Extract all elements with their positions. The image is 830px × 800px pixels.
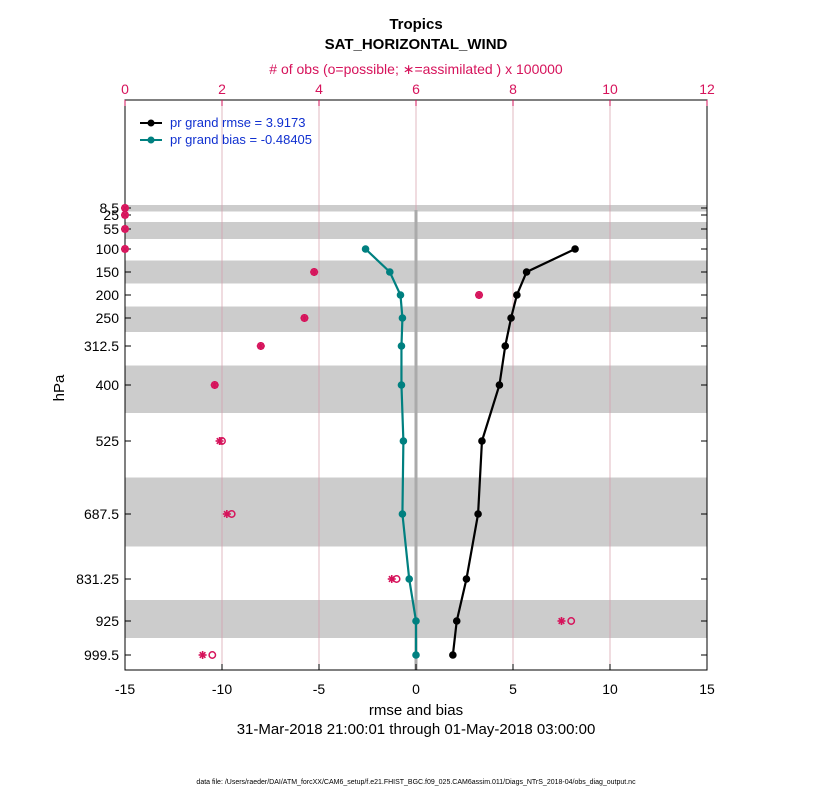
y-axis-label: hPa xyxy=(51,374,68,401)
obs-count-markers xyxy=(121,204,576,659)
x-tick-label: 0 xyxy=(412,681,420,697)
bias-point xyxy=(386,268,394,276)
x-tick-label: -10 xyxy=(212,681,232,697)
rmse-point xyxy=(478,437,486,445)
x-tick-label: 10 xyxy=(602,681,618,697)
bias-point xyxy=(398,510,407,518)
y-tick-label: 25 xyxy=(103,207,119,223)
legend-rmse-label: pr grand rmse = 3.9173 xyxy=(170,115,306,130)
obs-assimilated-marker xyxy=(198,651,207,659)
rmse-point xyxy=(495,381,504,389)
series-lines xyxy=(361,245,579,659)
bias-point xyxy=(361,245,370,253)
bias-point xyxy=(396,291,405,299)
y-tick-label: 525 xyxy=(96,433,120,449)
date-range-label: 31-Mar-2018 21:00:01 through 01-May-2018… xyxy=(237,721,596,738)
y-tick-label: 100 xyxy=(96,241,120,257)
x-tick-label: -5 xyxy=(313,681,326,697)
top-tick-label: 0 xyxy=(121,81,129,97)
x-tick-label: -15 xyxy=(115,681,135,697)
data-file-footer: data file: /Users/raeder/DAI/ATM_forcXX/… xyxy=(196,779,636,786)
rmse-point xyxy=(474,510,482,518)
obs-assimilated-marker xyxy=(121,225,129,233)
top-axis-ticks: 0 2 4 6 8 10 12 xyxy=(121,81,715,106)
obs-assimilated-marker xyxy=(300,314,309,322)
rmse-point xyxy=(513,291,521,299)
y-axis-ticks: 999.5 925 831.25 687.5 525 400 312.5 250 200 150 1… xyxy=(76,200,707,663)
y-tick-label: 150 xyxy=(96,264,120,280)
y-tick-label: 55 xyxy=(103,221,119,237)
bias-point xyxy=(397,381,406,389)
x-axis-ticks: -15 -10 -5 0 5 10 15 xyxy=(115,664,715,697)
bias-point xyxy=(412,617,420,625)
bias-point xyxy=(398,314,407,322)
legend-rmse-swatch-marker xyxy=(147,119,155,127)
x-tick-label: 5 xyxy=(509,681,517,697)
y-tick-label: 312.5 xyxy=(84,338,119,354)
y-tick-label: 831.25 xyxy=(76,571,119,587)
y-tick-label: 687.5 xyxy=(84,506,119,522)
obs-assimilated-marker xyxy=(557,617,566,625)
obs-assimilated-marker xyxy=(310,268,319,276)
bias-point xyxy=(405,575,414,583)
obs-possible-marker xyxy=(208,651,217,659)
obs-assimilated-marker xyxy=(121,204,129,212)
y-tick-label: 925 xyxy=(96,613,120,629)
obs-axis-title: # of obs (o=possible; ∗=assimilated ) x … xyxy=(269,61,563,77)
obs-assimilated-marker xyxy=(387,575,396,583)
y-tick-label: 8.5 xyxy=(100,200,120,216)
obs-assimilated-marker xyxy=(475,291,484,299)
top-tick-label: 10 xyxy=(602,81,618,97)
bias-point xyxy=(397,342,406,350)
y-tick-label: 400 xyxy=(96,377,120,393)
y-tick-label: 999.5 xyxy=(84,647,119,663)
y-tick-label: 250 xyxy=(96,310,120,326)
rmse-point xyxy=(452,617,461,625)
rmse-point xyxy=(449,651,457,659)
obs-assimilated-marker xyxy=(121,211,129,219)
legend: pr grand rmse = 3.9173 pr grand bias = -… xyxy=(140,115,312,147)
chart-region-title: Tropics xyxy=(389,16,442,33)
x-axis-label: rmse and bias xyxy=(369,702,463,719)
x-tick-label: 15 xyxy=(699,681,715,697)
top-tick-label: 4 xyxy=(315,81,323,97)
bias-point xyxy=(399,437,408,445)
obs-assimilated-marker xyxy=(121,245,129,253)
top-tick-label: 2 xyxy=(218,81,226,97)
rmse-point xyxy=(571,245,579,253)
bias-point xyxy=(412,651,420,659)
legend-bias-swatch-marker xyxy=(147,136,155,144)
top-tick-label: 8 xyxy=(509,81,517,97)
rmse-point xyxy=(507,314,515,322)
chart-variable-title: SAT_HORIZONTAL_WIND xyxy=(325,36,508,53)
obs-possible-marker xyxy=(567,617,576,625)
obs-assimilated-marker xyxy=(215,437,224,445)
rmse-point xyxy=(522,268,531,276)
rmse-point xyxy=(501,342,510,350)
legend-bias-label: pr grand bias = -0.48405 xyxy=(170,132,312,147)
y-tick-label: 200 xyxy=(96,287,120,303)
top-tick-label: 6 xyxy=(412,81,420,97)
obs-assimilated-marker xyxy=(222,510,231,518)
top-tick-label: 12 xyxy=(699,81,715,97)
rmse-point xyxy=(462,575,471,583)
obs-assimilated-marker xyxy=(210,381,219,389)
obs-assimilated-marker xyxy=(256,342,265,350)
